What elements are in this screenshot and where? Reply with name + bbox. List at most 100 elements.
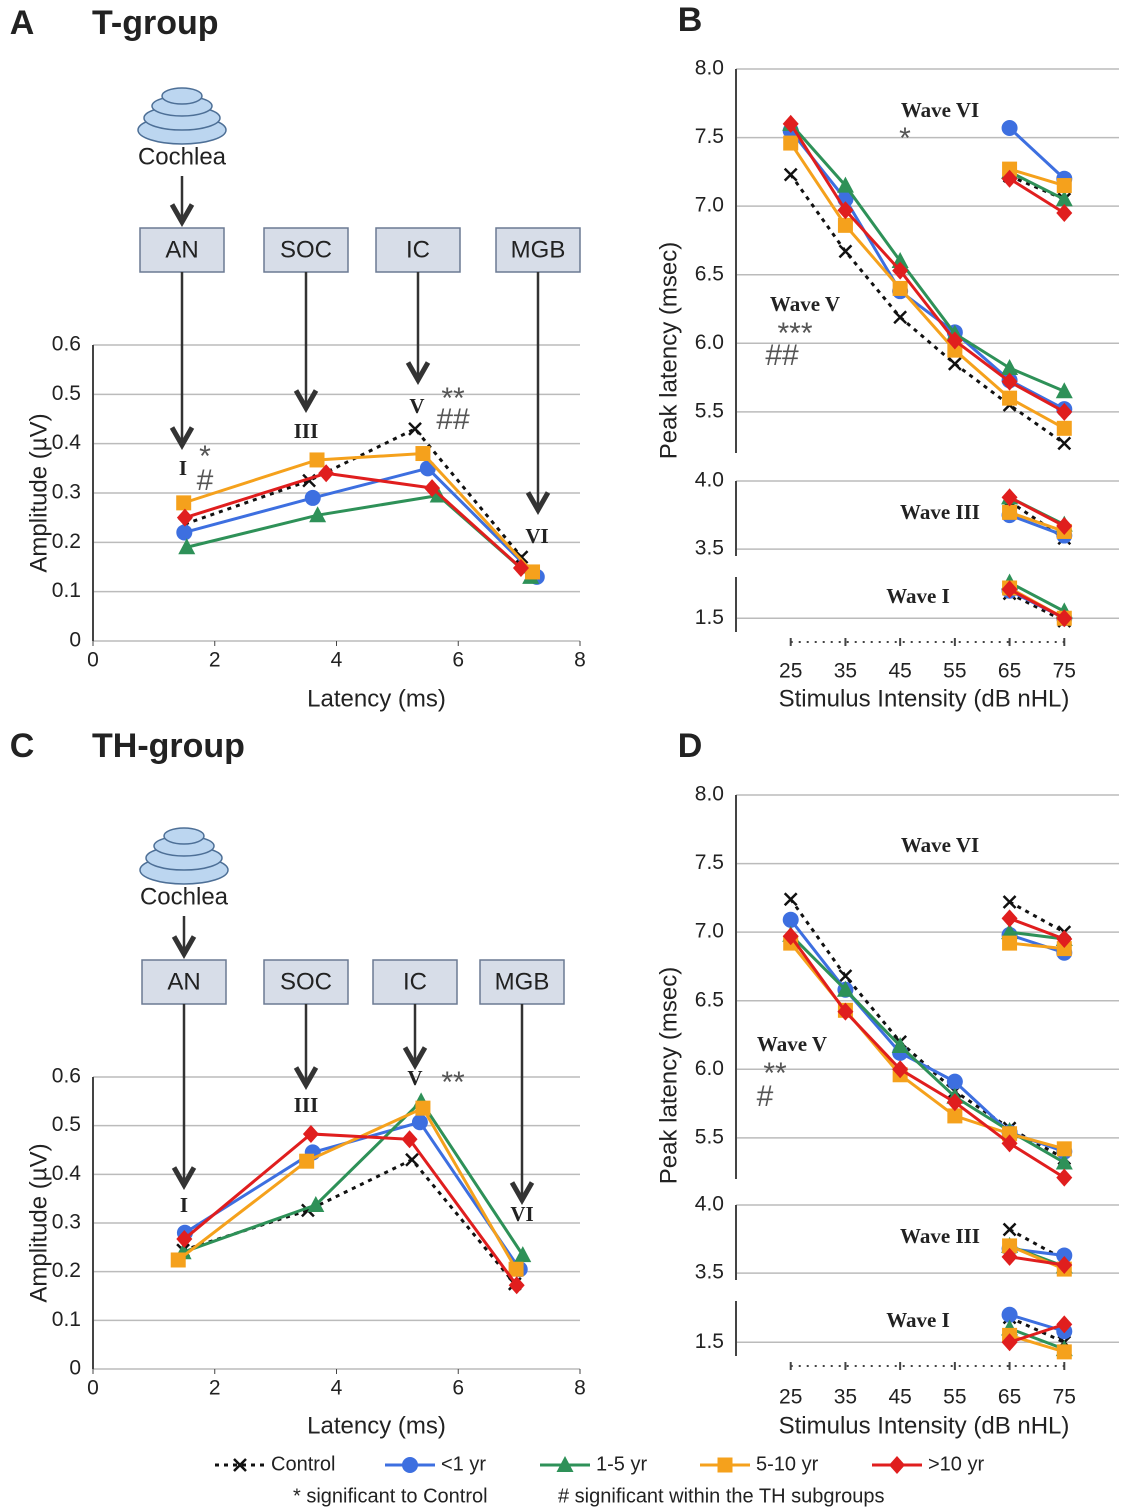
x-tick-label: 8 — [574, 1377, 586, 1400]
annotation: VI — [525, 524, 548, 548]
marker — [1002, 1222, 1017, 1237]
series-line — [1009, 1327, 1065, 1351]
series-line — [183, 451, 534, 573]
cochlea-label: Cochlea — [138, 143, 227, 170]
panel-title: T-group — [92, 4, 219, 42]
series-line — [1008, 496, 1065, 528]
footnote: # significant within the TH subgroups — [558, 1485, 884, 1507]
marker — [1001, 488, 1018, 507]
y-tick-label: 0 — [69, 629, 81, 652]
wave-label: Wave VI — [901, 98, 979, 122]
annotation: *** — [777, 317, 812, 350]
x-tick-label: 2 — [209, 1377, 221, 1400]
marker — [1002, 895, 1017, 909]
marker — [508, 1261, 524, 1277]
y-tick-label: 0.3 — [52, 481, 81, 504]
legend-label: Control — [271, 1453, 335, 1475]
series-line — [1009, 941, 1065, 951]
x-axis-label: Stimulus Intensity (dB nHL) — [779, 1412, 1070, 1439]
x-tick-label: 45 — [888, 660, 911, 683]
cochlea-icon — [137, 87, 227, 145]
marker — [1002, 161, 1018, 177]
y-tick-label: 0.3 — [52, 1211, 81, 1234]
y-axis-label: Amplitude (µV) — [25, 1143, 52, 1302]
y-tick-label: 0.5 — [52, 382, 81, 405]
marker — [309, 452, 325, 468]
series-line — [183, 466, 538, 578]
series-line — [1008, 592, 1065, 623]
marker — [1055, 190, 1073, 207]
marker — [1056, 930, 1073, 948]
marker — [892, 1060, 909, 1079]
marker — [947, 356, 962, 371]
series-line — [1009, 930, 1065, 941]
marker — [837, 217, 853, 233]
annotation: V — [409, 394, 424, 418]
station-box — [479, 959, 565, 1005]
x-tick-label: 6 — [452, 1377, 464, 1400]
station-box — [495, 227, 581, 273]
legend-label: 1-5 yr — [596, 1453, 647, 1475]
x-tick-label: 25 — [779, 1386, 802, 1409]
series-line — [182, 1098, 525, 1256]
x-tick-label: 2 — [209, 649, 221, 672]
marker — [178, 538, 196, 555]
station-box — [139, 227, 225, 273]
cochlea-ring — [163, 827, 205, 845]
marker — [1056, 609, 1073, 628]
marker — [309, 506, 327, 523]
marker — [176, 524, 193, 541]
cochlea-label: Cochlea — [140, 883, 229, 910]
marker — [1055, 382, 1073, 399]
x-tick-label: 6 — [452, 649, 464, 672]
y-tick-label: 6.5 — [695, 988, 724, 1011]
series-line — [1008, 174, 1065, 201]
series-line — [1008, 170, 1065, 201]
marker — [783, 167, 798, 182]
series-line — [1009, 1322, 1065, 1344]
marker — [176, 495, 192, 511]
marker — [1001, 923, 1019, 940]
marker — [1001, 1134, 1018, 1153]
legend-label: <1 yr — [441, 1453, 486, 1475]
y-tick-label: 8.0 — [695, 57, 724, 80]
series-line — [1008, 1316, 1065, 1344]
station-label: MGB — [511, 236, 566, 263]
marker — [299, 1153, 315, 1169]
marker — [838, 244, 853, 259]
y-tick-label: 0.2 — [52, 1259, 81, 1282]
marker — [1001, 580, 1018, 599]
panel-letter: A — [10, 4, 35, 42]
marker — [1056, 1256, 1073, 1274]
series-line — [184, 471, 522, 570]
series-line — [177, 1106, 518, 1270]
panel-title: TH-group — [92, 727, 245, 765]
station-label: IC — [403, 968, 427, 995]
marker — [1002, 1126, 1018, 1142]
marker — [170, 1252, 186, 1268]
marker — [836, 980, 854, 997]
marker — [1056, 204, 1073, 222]
marker — [411, 1114, 428, 1131]
y-tick-label: 1.5 — [695, 1330, 724, 1353]
series-line — [789, 935, 1066, 1179]
y-tick-label: 0.5 — [52, 1113, 81, 1136]
annotation: III — [294, 419, 319, 443]
marker — [408, 421, 422, 436]
series-line — [1009, 510, 1065, 533]
marker — [1001, 169, 1018, 188]
y-tick-label: 5.5 — [695, 1125, 724, 1148]
marker — [1056, 1168, 1073, 1187]
wave-label: Wave III — [900, 500, 980, 524]
series-line — [1008, 581, 1065, 613]
marker — [1057, 436, 1072, 451]
y-tick-label: 7.0 — [695, 920, 724, 943]
x-tick-label: 25 — [779, 660, 802, 683]
wave-label: Wave III — [900, 1224, 980, 1248]
y-tick-label: 0.6 — [52, 333, 81, 356]
y-tick-label: 7.5 — [695, 851, 724, 874]
marker — [176, 1230, 193, 1249]
annotation: ** — [441, 1066, 465, 1099]
x-tick-label: 55 — [943, 660, 966, 683]
